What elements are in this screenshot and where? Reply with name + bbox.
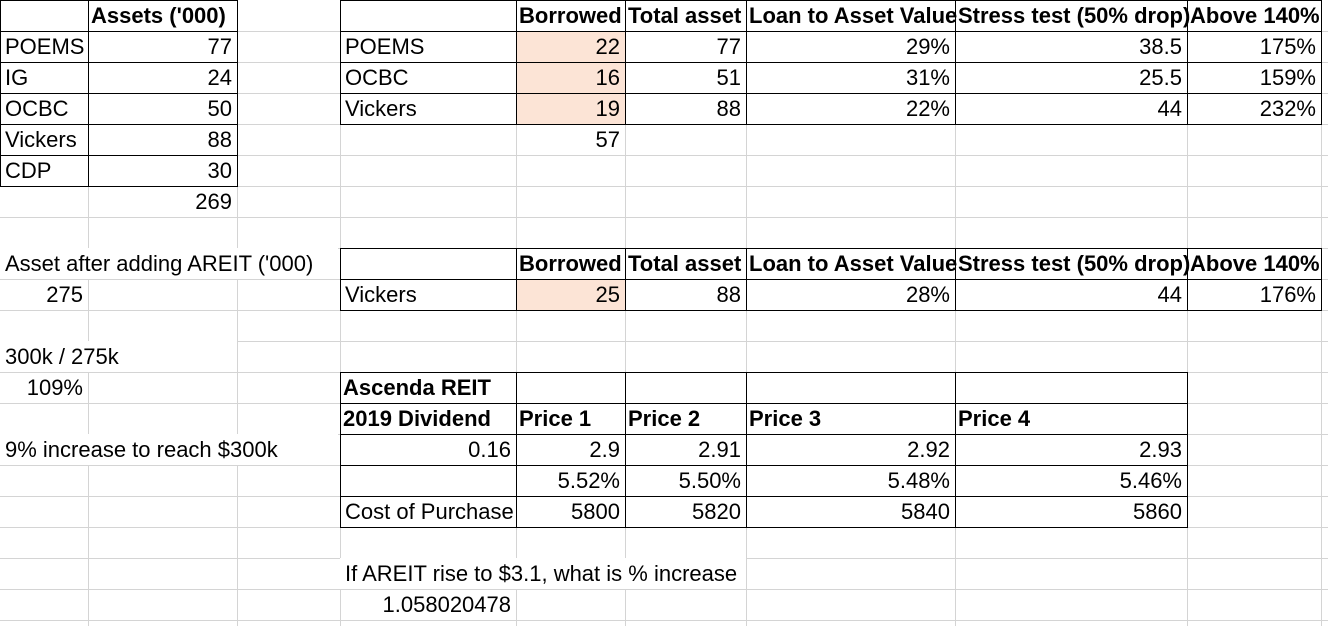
cell-ltv-value[interactable]: 22% <box>905 96 950 121</box>
cell-header-ltv[interactable]: Loan to Asset Value <box>749 3 958 28</box>
cell-total-asset-value[interactable]: 88 <box>716 282 741 307</box>
cell-borrowed-total[interactable]: 57 <box>595 127 620 152</box>
cell-asset-value[interactable]: 30 <box>207 158 232 183</box>
cell-above-140-value[interactable]: 176% <box>1259 282 1316 307</box>
cell-total-asset-value[interactable]: 88 <box>716 96 741 121</box>
cell-reit-yield[interactable]: 5.46% <box>1119 468 1182 493</box>
cell-reit-cost[interactable]: 5840 <box>901 499 950 524</box>
cell-reit-yield[interactable]: 5.50% <box>678 468 741 493</box>
cell-areit-answer[interactable]: 1.058020478 <box>382 592 511 617</box>
cell-reit-price[interactable]: 2.91 <box>698 437 741 462</box>
cell-row-label[interactable]: Vickers <box>345 96 417 121</box>
cell-reit-header-price4[interactable]: Price 4 <box>958 406 1031 431</box>
borrowed-highlight-vickers <box>517 280 625 310</box>
cell-asset-value[interactable]: 24 <box>207 65 232 90</box>
cell-stress-value[interactable]: 44 <box>1157 282 1182 307</box>
cell-header-borrowed[interactable]: Borrowed <box>519 251 622 276</box>
cell-header-stress-test[interactable]: Stress test (50% drop) <box>958 251 1191 276</box>
cell-reit-cost[interactable]: 5800 <box>571 499 620 524</box>
cell-above-140-value[interactable]: 232% <box>1259 96 1316 121</box>
cell-asset-after-label[interactable]: Asset after adding AREIT ('000) <box>0 248 338 279</box>
cell-asset-label[interactable]: CDP <box>5 158 52 183</box>
cell-header-above-140[interactable]: Above 140% <box>1190 251 1320 276</box>
cell-reit-price[interactable]: 2.92 <box>907 437 950 462</box>
cell-reit-yield[interactable]: 5.52% <box>557 468 620 493</box>
cell-reit-cost-label[interactable]: Cost of Purchase <box>345 499 514 524</box>
cell-areit-question[interactable]: If AREIT rise to $3.1, what is % increas… <box>340 558 746 589</box>
cell-asset-value[interactable]: 77 <box>207 34 232 59</box>
cell-total-asset-value[interactable]: 77 <box>716 34 741 59</box>
cell-ltv-value[interactable]: 29% <box>905 34 950 59</box>
cell-reit-header-dividend[interactable]: 2019 Dividend <box>343 406 491 431</box>
cell-reit-dividend[interactable]: 0.16 <box>468 437 511 462</box>
cell-header-total-asset[interactable]: Total asset <box>628 3 742 28</box>
cell-ratio-label[interactable]: 300k / 275k <box>0 341 237 372</box>
cell-asset-value[interactable]: 50 <box>207 96 232 121</box>
cell-header-ltv[interactable]: Loan to Asset Value <box>749 251 958 276</box>
borrowed-highlight-range <box>517 32 625 124</box>
cell-ltv-value[interactable]: 28% <box>905 282 950 307</box>
cell-borrowed-value[interactable]: 25 <box>595 282 620 307</box>
cell-ltv-value[interactable]: 31% <box>905 65 950 90</box>
cell-asset-label[interactable]: OCBC <box>5 96 69 121</box>
cell-header-total-asset[interactable]: Total asset <box>628 251 742 276</box>
cell-reit-cost[interactable]: 5860 <box>1133 499 1182 524</box>
cell-reit-header-price3[interactable]: Price 3 <box>749 406 822 431</box>
cell-reit-yield[interactable]: 5.48% <box>887 468 950 493</box>
cell-reit-header-price1[interactable]: Price 1 <box>519 406 592 431</box>
cell-reit-header-price2[interactable]: Price 2 <box>628 406 701 431</box>
cell-reit-title[interactable]: Ascenda REIT <box>343 375 491 400</box>
cell-borrowed-value[interactable]: 16 <box>595 65 620 90</box>
cell-total-asset-value[interactable]: 51 <box>716 65 741 90</box>
cell-row-label[interactable]: POEMS <box>345 34 425 59</box>
cell-reit-price[interactable]: 2.9 <box>589 437 620 462</box>
cell-stress-value[interactable]: 38.5 <box>1139 34 1182 59</box>
cell-row-label[interactable]: Vickers <box>345 282 417 307</box>
cell-ratio-value[interactable]: 109% <box>26 375 83 400</box>
cell-reit-cost[interactable]: 5820 <box>692 499 741 524</box>
cell-borrowed-value[interactable]: 19 <box>595 96 620 121</box>
cell-stress-value[interactable]: 25.5 <box>1139 65 1182 90</box>
cell-assets-header[interactable]: Assets ('000) <box>91 3 226 28</box>
cell-reit-price[interactable]: 2.93 <box>1139 437 1182 462</box>
cell-header-above-140[interactable]: Above 140% <box>1190 3 1320 28</box>
cell-row-label[interactable]: OCBC <box>345 65 409 90</box>
cell-above-140-value[interactable]: 175% <box>1259 34 1316 59</box>
cell-above-140-value[interactable]: 159% <box>1259 65 1316 90</box>
cell-borrowed-value[interactable]: 22 <box>595 34 620 59</box>
cell-asset-value[interactable]: 88 <box>207 127 232 152</box>
cell-asset-after-value[interactable]: 275 <box>46 282 83 307</box>
cell-assets-total[interactable]: 269 <box>195 189 232 214</box>
cell-stress-value[interactable]: 44 <box>1157 96 1182 121</box>
cell-asset-label[interactable]: Vickers <box>5 127 77 152</box>
cell-asset-label[interactable]: IG <box>5 65 29 90</box>
cell-header-stress-test[interactable]: Stress test (50% drop) <box>958 3 1191 28</box>
cell-increase-note[interactable]: 9% increase to reach $300k <box>0 434 338 465</box>
cell-asset-label[interactable]: POEMS <box>5 34 85 59</box>
cell-header-borrowed[interactable]: Borrowed <box>519 3 622 28</box>
